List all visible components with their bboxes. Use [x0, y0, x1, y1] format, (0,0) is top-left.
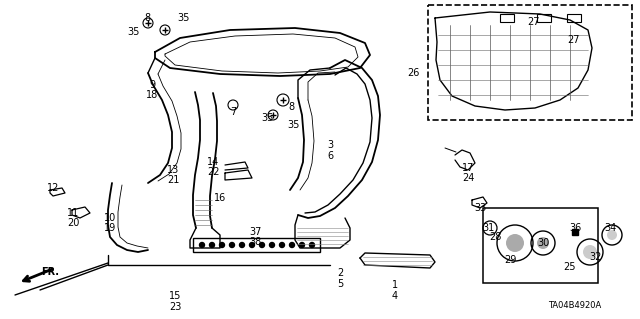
- Text: 24: 24: [462, 173, 474, 183]
- Bar: [193, 238, 320, 252]
- Circle shape: [200, 242, 205, 248]
- Text: FR.: FR.: [41, 267, 59, 277]
- Text: 3: 3: [327, 140, 333, 150]
- Text: 31: 31: [482, 223, 494, 233]
- Text: 36: 36: [569, 223, 581, 233]
- Circle shape: [537, 237, 549, 249]
- Text: 17: 17: [462, 163, 474, 173]
- Circle shape: [280, 242, 285, 248]
- Text: 8: 8: [288, 102, 294, 112]
- Circle shape: [220, 242, 225, 248]
- Text: 35: 35: [128, 27, 140, 37]
- Circle shape: [506, 234, 524, 252]
- Text: 12: 12: [47, 183, 59, 193]
- Text: 15: 15: [169, 291, 181, 301]
- Text: 21: 21: [167, 175, 179, 185]
- Text: 27: 27: [567, 35, 579, 45]
- Text: 16: 16: [214, 193, 226, 203]
- Text: 11: 11: [67, 208, 79, 218]
- Circle shape: [607, 230, 617, 240]
- Bar: [500, 14, 514, 22]
- Text: 1: 1: [392, 280, 398, 290]
- Text: 28: 28: [489, 232, 501, 242]
- Circle shape: [289, 242, 294, 248]
- Text: 35: 35: [287, 120, 299, 130]
- Circle shape: [583, 245, 597, 259]
- Text: 5: 5: [337, 279, 343, 289]
- Text: 2: 2: [337, 268, 343, 278]
- Bar: [428, 5, 632, 120]
- Text: 20: 20: [67, 218, 79, 228]
- Text: 7: 7: [230, 107, 236, 117]
- Bar: [483, 208, 598, 283]
- Text: TA04B4920A: TA04B4920A: [548, 301, 602, 310]
- Text: 34: 34: [604, 223, 616, 233]
- Text: 25: 25: [564, 262, 576, 272]
- Text: 32: 32: [589, 252, 601, 262]
- Text: 23: 23: [169, 302, 181, 312]
- Text: 13: 13: [167, 165, 179, 175]
- Text: 19: 19: [104, 223, 116, 233]
- Circle shape: [300, 242, 305, 248]
- Text: 4: 4: [392, 291, 398, 301]
- Text: 29: 29: [504, 255, 516, 265]
- Circle shape: [209, 242, 214, 248]
- Circle shape: [269, 242, 275, 248]
- Text: 35: 35: [262, 113, 274, 123]
- Circle shape: [259, 242, 264, 248]
- Bar: [537, 14, 551, 22]
- Circle shape: [310, 242, 314, 248]
- Text: 8: 8: [144, 13, 150, 23]
- Text: 26: 26: [407, 68, 419, 78]
- Bar: [567, 14, 581, 22]
- Circle shape: [230, 242, 234, 248]
- Text: 27: 27: [528, 17, 540, 27]
- Text: 14: 14: [207, 157, 219, 167]
- Text: 30: 30: [537, 238, 549, 248]
- Text: 37: 37: [249, 227, 261, 237]
- Text: 38: 38: [249, 237, 261, 247]
- Text: 22: 22: [207, 167, 220, 177]
- Text: 33: 33: [474, 203, 486, 213]
- Circle shape: [250, 242, 255, 248]
- Text: 10: 10: [104, 213, 116, 223]
- Text: 35: 35: [177, 13, 189, 23]
- Circle shape: [239, 242, 244, 248]
- Text: 9: 9: [149, 80, 155, 90]
- Text: 6: 6: [327, 151, 333, 161]
- Text: 18: 18: [146, 90, 158, 100]
